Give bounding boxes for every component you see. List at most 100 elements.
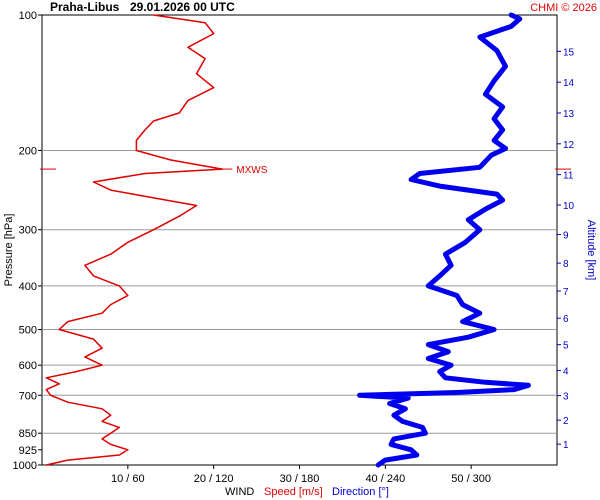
wind-speed-point bbox=[178, 215, 180, 217]
wind-tick-label: 20 / 120 bbox=[194, 473, 234, 485]
altitude-tick-label: 12 bbox=[563, 140, 575, 151]
wind-speed-point bbox=[101, 347, 103, 349]
wind-speed-point bbox=[101, 408, 103, 410]
pressure-tick-label: 600 bbox=[19, 360, 37, 372]
wind-speed-point bbox=[153, 229, 155, 231]
wind-direction-point bbox=[492, 328, 496, 331]
wind-speed-point bbox=[84, 356, 86, 358]
wind-speed-point bbox=[110, 189, 112, 191]
altitude-tick-label: 4 bbox=[563, 366, 569, 377]
wind-speed-point bbox=[101, 438, 103, 440]
wind-direction-point bbox=[492, 79, 496, 83]
wind-direction-point bbox=[461, 320, 465, 324]
wind-speed-point bbox=[195, 204, 198, 207]
wind-speed-point bbox=[110, 253, 112, 255]
wind-speed-point bbox=[45, 377, 47, 379]
wind-direction-point bbox=[392, 437, 396, 441]
altitude-tick-label: 7 bbox=[563, 287, 569, 298]
wind-speed-point bbox=[153, 14, 155, 16]
wind-direction-point bbox=[423, 431, 427, 435]
wind-speed-point bbox=[144, 129, 146, 131]
altitude-tick-label: 11 bbox=[563, 171, 574, 182]
wind-direction-point bbox=[426, 284, 430, 288]
wind-speed-point bbox=[58, 383, 60, 385]
wind-direction-point bbox=[463, 240, 467, 244]
wind-direction-point bbox=[484, 380, 487, 384]
wind-speed-point bbox=[110, 414, 112, 416]
wind-speed-point bbox=[101, 312, 103, 314]
wind-speed-point bbox=[92, 338, 95, 340]
wind-speed-point bbox=[213, 33, 215, 35]
wind-speed-point bbox=[101, 364, 103, 366]
pressure-axis-title: Pressure [hPa] bbox=[3, 214, 15, 287]
sounding-datetime: 29.01.2026 00 UTC bbox=[130, 0, 235, 14]
wind-label: WIND bbox=[225, 486, 254, 498]
pressure-tick-label: 100 bbox=[19, 10, 37, 22]
wind-speed-point bbox=[110, 443, 112, 445]
wind-speed-point bbox=[67, 459, 69, 461]
wind-speed-point bbox=[75, 371, 77, 373]
wind-direction-point bbox=[495, 49, 499, 53]
direction-legend-label: Direction [°] bbox=[332, 486, 389, 498]
altitude-axis-title: Altitude [km] bbox=[585, 220, 597, 281]
wind-speed-point bbox=[67, 401, 69, 403]
wind-direction-point bbox=[466, 335, 470, 339]
wind-speed-point bbox=[135, 139, 137, 141]
wind-direction-point bbox=[426, 357, 430, 360]
wind-direction-point bbox=[478, 165, 482, 169]
wind-direction-point bbox=[418, 172, 422, 175]
wind-direction-point bbox=[461, 303, 465, 307]
wind-direction-point bbox=[443, 252, 447, 256]
wind-direction-point bbox=[449, 363, 453, 367]
wind-direction-point bbox=[443, 376, 447, 380]
wind-direction-point bbox=[501, 105, 505, 109]
wind-direction-point bbox=[501, 198, 505, 202]
wind-direction-point bbox=[446, 350, 450, 354]
altitude-tick-label: 14 bbox=[563, 78, 575, 89]
wind-direction-point bbox=[478, 35, 482, 39]
altitude-tick-label: 5 bbox=[563, 341, 569, 352]
wind-speed-point bbox=[187, 46, 189, 48]
wind-speed-point bbox=[58, 328, 60, 331]
wind-speed-point bbox=[178, 112, 180, 114]
pressure-tick-label: 400 bbox=[19, 281, 37, 293]
wind-speed-point bbox=[118, 426, 120, 428]
altitude-tick-label: 10 bbox=[563, 201, 575, 212]
wind-direction-point bbox=[389, 442, 393, 446]
pressure-tick-label: 850 bbox=[19, 428, 37, 440]
altitude-tick-label: 8 bbox=[563, 259, 569, 270]
credit-label: CHMI © 2026 bbox=[530, 2, 597, 14]
wind-direction-point bbox=[518, 17, 522, 21]
wind-speed-point bbox=[92, 181, 95, 183]
wind-direction-point bbox=[492, 117, 496, 121]
wind-direction-point bbox=[526, 383, 530, 387]
pressure-tick-label: 300 bbox=[19, 225, 37, 237]
wind-direction-point bbox=[409, 448, 413, 452]
wind-speed-point bbox=[127, 449, 129, 451]
altitude-tick-label: 9 bbox=[563, 230, 569, 241]
altitude-tick-label: 6 bbox=[563, 314, 569, 325]
wind-speed-point bbox=[118, 285, 120, 287]
wind-speed-point bbox=[84, 264, 86, 266]
wind-speed-point bbox=[153, 120, 155, 122]
wind-speed-point bbox=[204, 58, 206, 60]
wind-direction-point bbox=[383, 458, 387, 462]
altitude-tick-label: 3 bbox=[563, 392, 569, 403]
wind-speed-point bbox=[153, 197, 155, 199]
wind-direction-point bbox=[409, 178, 413, 181]
wind-direction-point bbox=[492, 138, 496, 142]
wind-speed-point bbox=[135, 149, 137, 152]
pressure-tick-label: 925 bbox=[19, 445, 37, 457]
wind-direction-line bbox=[357, 12, 531, 468]
wind-direction-point bbox=[504, 147, 507, 150]
wind-direction-point bbox=[504, 64, 507, 68]
wind-direction-point bbox=[509, 24, 513, 28]
altitude-tick-label: 2 bbox=[563, 416, 569, 427]
altitude-tick-label: 15 bbox=[563, 47, 575, 58]
altitude-tick-label: 1 bbox=[563, 440, 569, 451]
speed-legend-label: Speed [m/s] bbox=[264, 486, 323, 498]
wind-direction-point bbox=[455, 294, 459, 297]
wind-direction-point bbox=[376, 463, 380, 467]
wind-speed-point bbox=[213, 87, 215, 89]
wind-speed-point bbox=[110, 432, 112, 434]
